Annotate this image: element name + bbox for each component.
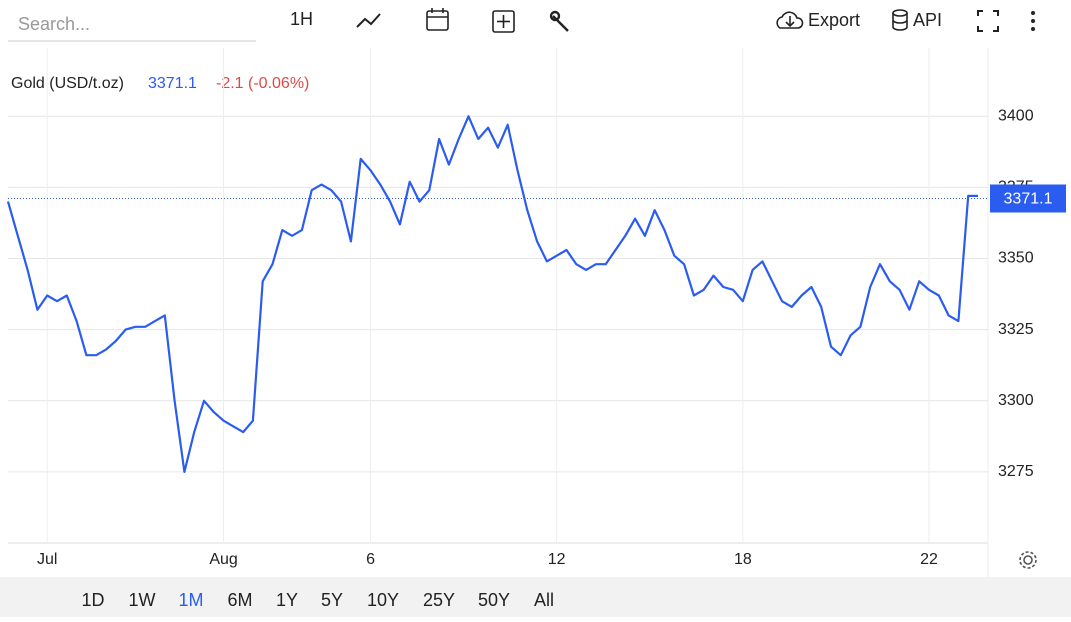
settings-icon[interactable]	[1019, 551, 1037, 569]
x-tick-label: 22	[920, 551, 938, 568]
range-button[interactable]: 1M	[178, 590, 203, 610]
search-box[interactable]: Search...	[18, 14, 90, 34]
x-tick-label: Jul	[37, 551, 57, 568]
range-button[interactable]: 1W	[129, 590, 156, 610]
menu-icon[interactable]	[1031, 11, 1035, 31]
range-button[interactable]: 10Y	[367, 590, 399, 610]
x-tick-label: 18	[734, 551, 752, 568]
export-button[interactable]: Export	[808, 10, 860, 30]
tools-icon[interactable]	[549, 10, 569, 32]
fullscreen-icon[interactable]	[977, 10, 999, 32]
range-button[interactable]: 6M	[227, 590, 252, 610]
range-button[interactable]: 5Y	[321, 590, 343, 610]
price-change: -2.1 (-0.06%)	[216, 75, 309, 92]
x-tick-label: Aug	[209, 551, 237, 568]
add-indicator-icon[interactable]	[492, 10, 515, 33]
last-price-tag	[990, 184, 1066, 213]
interval-button[interactable]: 1H	[290, 9, 313, 29]
range-button[interactable]: 1Y	[276, 590, 298, 610]
price-line	[6, 115, 978, 473]
export-icon[interactable]	[776, 11, 804, 29]
range-button[interactable]: All	[534, 590, 554, 610]
chart-type-icon[interactable]	[356, 13, 381, 28]
x-tick-label: 12	[548, 551, 566, 568]
range-button[interactable]: 25Y	[423, 590, 455, 610]
api-icon[interactable]	[892, 9, 908, 31]
last-price-label: 3371.1	[1004, 191, 1053, 208]
range-button[interactable]: 50Y	[478, 590, 510, 610]
range-bar	[0, 577, 1071, 617]
y-tick-label: 3300	[998, 392, 1034, 409]
y-tick-label: 3275	[998, 463, 1034, 480]
x-tick-label: 6	[366, 551, 375, 568]
calendar-icon[interactable]	[426, 8, 449, 31]
chart-title: Gold (USD/t.oz)	[11, 75, 124, 92]
y-tick-label: 3400	[998, 107, 1034, 124]
range-button[interactable]: 1D	[81, 590, 104, 610]
api-button[interactable]: API	[913, 10, 942, 30]
last-price: 3371.1	[148, 75, 197, 92]
y-tick-label: 3350	[998, 250, 1034, 267]
y-tick-label: 3325	[998, 321, 1034, 338]
